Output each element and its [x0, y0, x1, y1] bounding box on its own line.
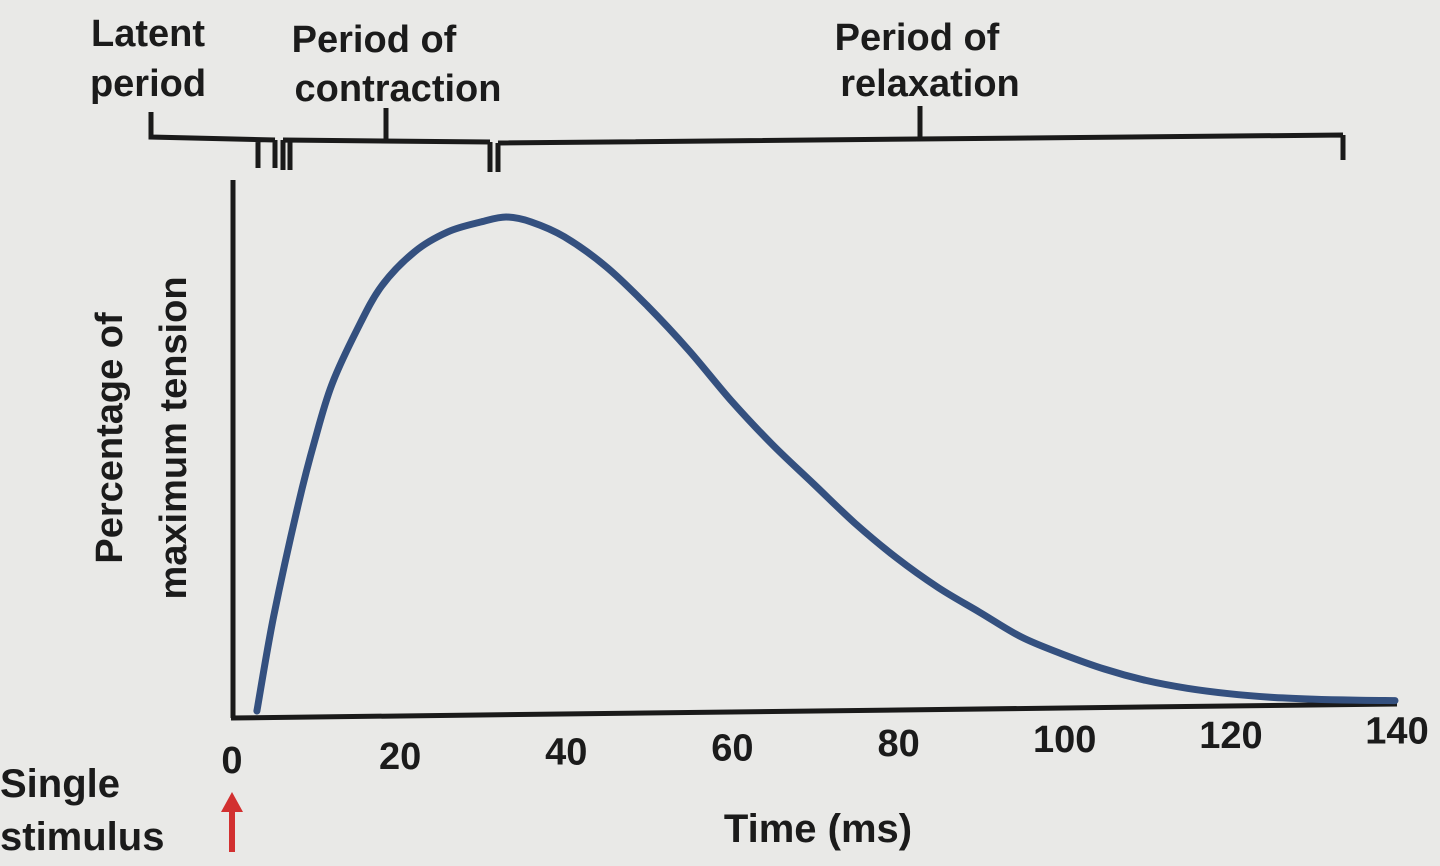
phase-brackets — [148, 106, 1346, 172]
x-tick-label: 60 — [711, 727, 753, 769]
y-axis-title: Percentage of maximum tension — [89, 276, 195, 599]
latent-label-line-2: period — [90, 63, 206, 105]
stimulus-label-line-1: Single — [0, 762, 120, 806]
contraction-bracket — [280, 108, 493, 172]
relaxation-label-line-1: Period of — [835, 17, 1000, 59]
relaxation-label-line-2: relaxation — [840, 63, 1020, 105]
twitch-curve — [253, 213, 1399, 715]
contraction-label-line-1: Period of — [292, 19, 457, 61]
latent-label-line-1: Latent — [91, 13, 205, 55]
x-tick-labels: 0 20 40 60 80 100 120 140 — [221, 711, 1428, 782]
x-tick-label: 80 — [877, 723, 919, 765]
x-tick-label: 20 — [379, 736, 421, 778]
x-tick-label: 0 — [221, 740, 242, 782]
x-tick-label: 100 — [1033, 719, 1096, 761]
x-tick-label: 140 — [1365, 711, 1428, 753]
y-axis-title-line-2: maximum tension — [153, 276, 195, 599]
relaxation-bracket — [495, 106, 1346, 172]
stimulus-arrow-icon — [221, 792, 243, 852]
x-tick-label: 40 — [545, 732, 587, 774]
contraction-label-line-2: contraction — [295, 68, 502, 110]
x-tick-label: 120 — [1199, 715, 1262, 757]
y-axis-title-line-1: Percentage of — [89, 312, 131, 564]
latent-bracket — [148, 112, 278, 168]
x-axis-title: Time (ms) — [724, 807, 912, 851]
x-axis-line — [230, 701, 1398, 721]
stimulus-label-line-2: stimulus — [0, 815, 164, 859]
